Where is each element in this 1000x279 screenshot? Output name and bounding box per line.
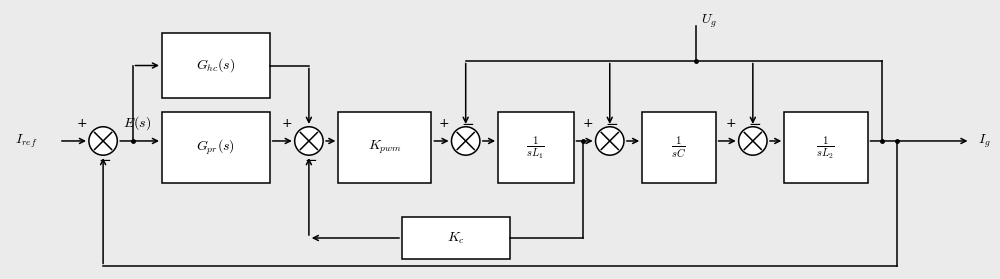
Text: −: − [304,153,317,168]
Text: $K_{pwm}$: $K_{pwm}$ [368,139,402,156]
Text: $I_g$: $I_g$ [978,132,991,150]
Text: +: + [583,117,594,130]
Circle shape [295,127,323,155]
Text: +: + [726,117,737,130]
Text: −: − [99,153,111,168]
Text: $\frac{1}{sC}$: $\frac{1}{sC}$ [671,134,686,160]
Circle shape [451,127,480,155]
Circle shape [739,127,767,155]
Text: $E(s)$: $E(s)$ [123,114,151,132]
Bar [162,33,270,98]
Bar [642,112,716,183]
Text: $G_{pr}(s)$: $G_{pr}(s)$ [196,138,235,157]
Text: $K_c$: $K_c$ [447,230,465,246]
Circle shape [596,127,624,155]
Bar [784,112,868,183]
Text: $U_g$: $U_g$ [701,13,717,30]
Text: $I_{ref}$: $I_{ref}$ [15,132,37,150]
Text: +: + [282,117,293,130]
Bar [162,112,270,183]
Bar [402,217,510,259]
Text: −: − [748,117,761,132]
Text: $\frac{1}{sL_1}$: $\frac{1}{sL_1}$ [526,134,545,161]
Text: +: + [76,117,87,130]
Text: $G_{hc}(s)$: $G_{hc}(s)$ [196,57,236,74]
Text: −: − [461,117,474,132]
Text: +: + [439,117,449,130]
Circle shape [89,127,117,155]
Text: −: − [605,117,618,132]
Text: $\frac{1}{sL_2}$: $\frac{1}{sL_2}$ [816,134,835,161]
Bar [338,112,431,183]
Bar [498,112,574,183]
